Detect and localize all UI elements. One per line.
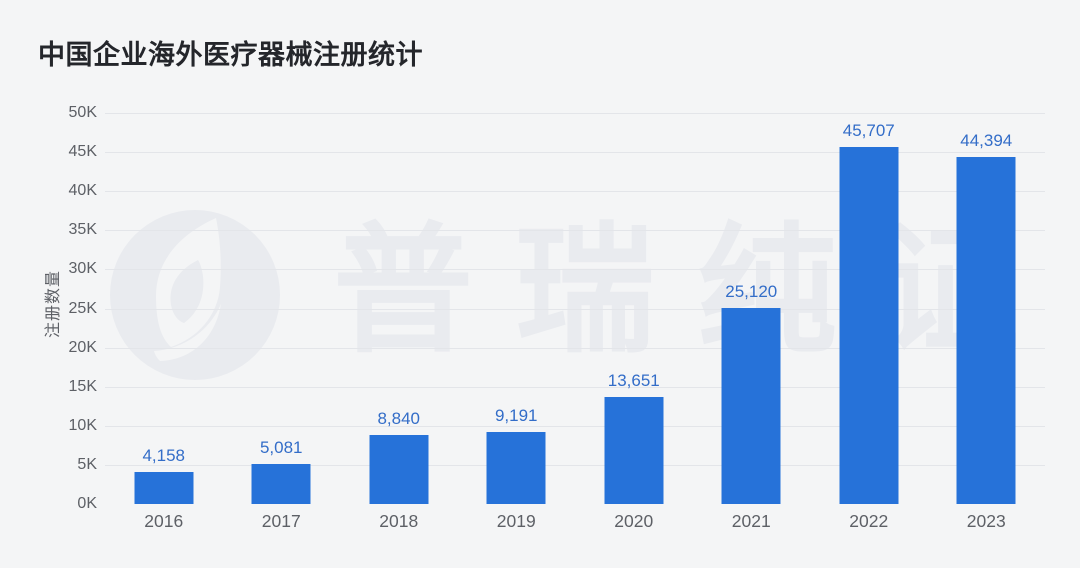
x-axis-label: 2017 [261,511,301,531]
bar [134,471,194,504]
y-tick-label: 40K [68,182,97,200]
gridline [105,191,1045,193]
bar-value-label: 8,840 [377,408,421,428]
x-axis-label: 2016 [144,511,184,531]
bar [369,434,429,504]
y-axis-ticks: 0K 5K 10K 15K 20K 25K 30K 35K 40K 45K 50K [0,104,97,512]
gridline [105,347,1045,349]
bar-column: 9,191 [458,113,576,504]
bars: 4,158 5,081 8,840 9,191 13,651 25,120 45,707 44… [105,113,1045,504]
bar-value-label: 13,651 [607,371,660,391]
watermark: 普瑞纯证 [105,113,1045,504]
bar [604,397,664,504]
bar-column: 25,120 [693,113,811,504]
plot-area: 普瑞纯证 4,158 5,081 8,840 9,191 13,651 25,120 45,… [105,113,1045,504]
y-tick-label: 50K [68,104,97,121]
y-tick-label: 0K [77,495,97,512]
bar-column: 8,840 [340,113,458,504]
x-axis-label: 2018 [379,511,419,531]
bar [486,432,546,504]
y-tick-label: 5K [77,455,97,473]
bar-column: 45,707 [810,113,928,504]
x-axis-label: 2021 [731,511,771,531]
gridline [105,308,1045,310]
bar-value-label: 25,120 [725,281,778,301]
bar-value-label: 45,707 [842,120,895,140]
chart-title: 中国企业海外医疗器械注册统计 [38,40,423,70]
y-tick-label: 45K [68,143,97,161]
bar [721,307,781,504]
bar-column: 44,394 [928,113,1046,504]
bar-value-label: 9,191 [494,406,538,426]
gridline [105,425,1045,427]
bar-column: 13,651 [575,113,693,504]
y-tick-label: 30K [68,260,97,278]
gridlines [105,113,1045,504]
bar-value-label: 44,394 [960,130,1013,150]
y-tick-label: 10K [68,416,97,434]
bar-chart: 注册数量 0K 5K 10K 15K 20K 25K 30K 35K 40K 45K 50K 普瑞纯… [0,104,1080,568]
bar-column: 5,081 [223,113,341,504]
gridline [105,464,1045,466]
gridline [105,269,1045,271]
x-axis-labels: 2016 2017 2018 2019 2020 2021 2022 2023 [105,511,1045,532]
gridline [105,386,1045,388]
bar-value-label: 4,158 [142,445,186,465]
x-axis-label: 2020 [614,511,654,531]
y-tick-label: 15K [68,377,97,395]
watermark-leaf-logo-icon [110,210,280,380]
gridline [105,152,1045,154]
bar [251,464,311,504]
bar-column: 4,158 [105,113,223,504]
x-axis-label: 2022 [849,511,889,531]
x-axis-label: 2023 [966,511,1006,531]
y-tick-label: 35K [68,221,97,239]
bar [956,156,1016,504]
x-axis-label: 2019 [496,511,536,531]
gridline [105,113,1045,114]
bar-value-label: 5,081 [259,438,303,458]
y-tick-label: 20K [68,338,97,356]
bar [839,146,899,504]
gridline [105,230,1045,232]
watermark-text: 普瑞纯证 [333,212,1062,369]
y-tick-label: 25K [68,299,97,317]
